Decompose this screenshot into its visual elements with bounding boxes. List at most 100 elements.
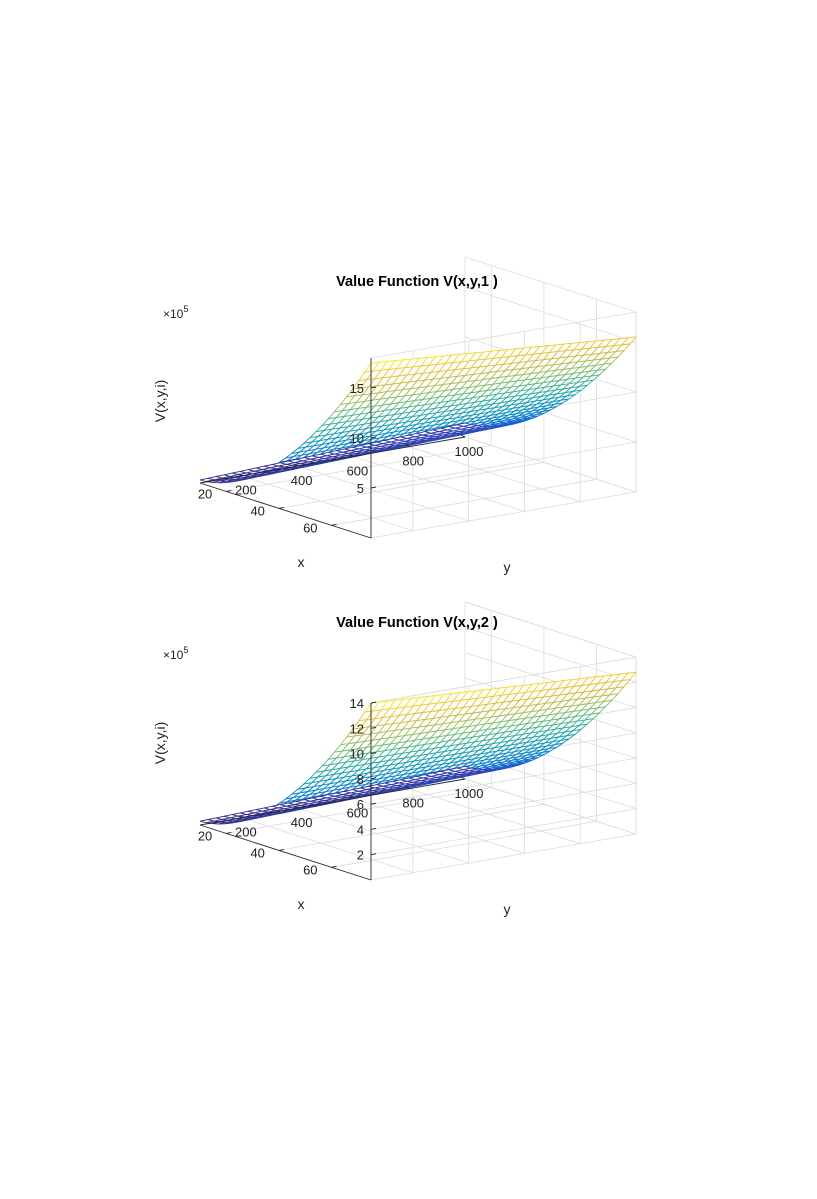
x-gridline	[331, 820, 597, 868]
x-tick-label: 60	[303, 520, 317, 535]
x-gridline	[226, 787, 492, 834]
z-multiplier-base-2: ×10	[163, 648, 184, 662]
z-tick-mark	[370, 853, 377, 856]
y-tick-label: 1000	[455, 444, 484, 459]
z-axis-label-1: V(x,y,i)	[152, 380, 168, 423]
surface-plot-1: 20 40 60 200 400 600 800 1000 5 10 15 Value Functi…	[152, 256, 638, 575]
box-edge	[370, 311, 637, 359]
x-gridline	[226, 445, 492, 492]
z-gridline	[370, 441, 637, 489]
y-gridline	[241, 817, 413, 874]
x-tick-mark	[331, 865, 337, 868]
y-gridline	[409, 446, 581, 503]
x-gridline	[278, 803, 544, 851]
x-tick-label: 40	[250, 845, 264, 860]
y-axis-line	[199, 778, 466, 826]
z-axis-label-2: V(x,y,i)	[152, 722, 168, 765]
z-multiplier-1: ×105	[163, 304, 188, 321]
z-tick-label: 10	[350, 747, 364, 762]
x-tick-label: 40	[250, 503, 264, 518]
z-tick-label: 6	[357, 797, 364, 812]
y-tick-label: 600	[347, 463, 369, 478]
y-tick-label: 800	[402, 796, 424, 811]
z-gridline	[370, 808, 637, 856]
z-tick-mark	[370, 726, 377, 729]
chart-title-1: Value Function V(x,y,1 )	[336, 274, 498, 290]
z-multiplier-exp-2: 5	[183, 645, 188, 655]
z-tick-mark	[370, 752, 377, 755]
z-tick-label: 15	[350, 381, 364, 396]
y-tick-mark	[349, 453, 354, 457]
y-gridline	[464, 778, 637, 835]
x-gridline	[278, 461, 544, 509]
box-edge	[370, 833, 637, 881]
x-tick-mark	[278, 506, 285, 509]
surface-cell	[456, 765, 472, 771]
z-multiplier-2: ×105	[163, 645, 188, 662]
y-axis-label-2: y	[504, 901, 511, 917]
y-tick-mark	[237, 473, 243, 477]
z-tick-mark	[370, 436, 377, 439]
z-tick-label: 2	[357, 848, 364, 863]
z-tick-label: 4	[357, 822, 364, 837]
y-tick-label: 1000	[455, 786, 484, 801]
y-tick-label: 400	[291, 473, 313, 488]
x-tick-label: 20	[198, 828, 212, 843]
y-gridline	[353, 797, 525, 854]
z-tick-label: 12	[350, 721, 364, 736]
z-gridline	[464, 626, 637, 683]
z-tick-label: 10	[350, 431, 364, 446]
x-tick-mark	[278, 848, 285, 851]
y-gridline	[353, 455, 525, 512]
z-gridline	[464, 601, 637, 658]
y-tick-mark	[237, 815, 243, 819]
y-axis-label-1: y	[504, 559, 511, 575]
box-edge	[370, 491, 637, 539]
x-axis-line	[199, 824, 372, 881]
x-tick-mark	[226, 490, 232, 492]
y-gridline	[241, 475, 413, 532]
z-multiplier-base-1: ×10	[163, 307, 184, 321]
y-gridline	[297, 807, 469, 864]
x-axis-line	[199, 482, 372, 539]
z-tick-mark	[370, 386, 377, 389]
tick-labels-1: 20 40 60 200 400 600 800 1000 5 10 15	[198, 381, 484, 535]
y-tick-mark	[293, 463, 298, 467]
z-tick-mark	[370, 802, 377, 805]
axes-frame-2	[199, 703, 466, 881]
x-tick-label: 60	[303, 862, 317, 877]
box-edge	[464, 256, 637, 313]
y-tick-label: 400	[291, 815, 313, 830]
z-tick-mark	[370, 827, 377, 830]
y-tick-mark	[405, 786, 410, 790]
x-tick-label: 20	[198, 486, 212, 501]
y-tick-label: 600	[347, 805, 369, 820]
z-tick-mark	[370, 777, 377, 780]
x-axis-label-2: x	[298, 896, 305, 912]
y-gridline	[464, 436, 637, 493]
y-tick-mark	[293, 805, 298, 809]
y-gridline	[409, 788, 581, 845]
z-tick-label: 5	[357, 481, 364, 496]
y-tick-mark	[460, 434, 466, 438]
z-gridline	[370, 757, 637, 805]
z-tick-mark	[370, 486, 377, 489]
z-tick-mark	[370, 701, 377, 704]
y-tick-label: 200	[235, 483, 257, 498]
y-tick-mark	[460, 776, 466, 780]
z-tick-label: 8	[357, 772, 364, 787]
x-gridline	[331, 478, 597, 526]
y-tick-mark	[405, 444, 410, 448]
z-gridline	[370, 783, 637, 830]
z-gridline	[370, 656, 637, 704]
y-gridline	[297, 465, 469, 522]
tick-labels-2: 20 40 60 200 400 600 800 1000 2 4 6 8 10 12 14	[198, 696, 484, 877]
z-multiplier-exp-1: 5	[183, 304, 188, 314]
chart-title-2: Value Function V(x,y,2 )	[336, 615, 498, 631]
y-tick-label: 200	[235, 825, 257, 840]
surface-cell	[456, 422, 472, 427]
z-tick-label: 14	[350, 696, 364, 711]
z-gridline	[464, 286, 637, 343]
y-tick-label: 800	[402, 454, 424, 469]
